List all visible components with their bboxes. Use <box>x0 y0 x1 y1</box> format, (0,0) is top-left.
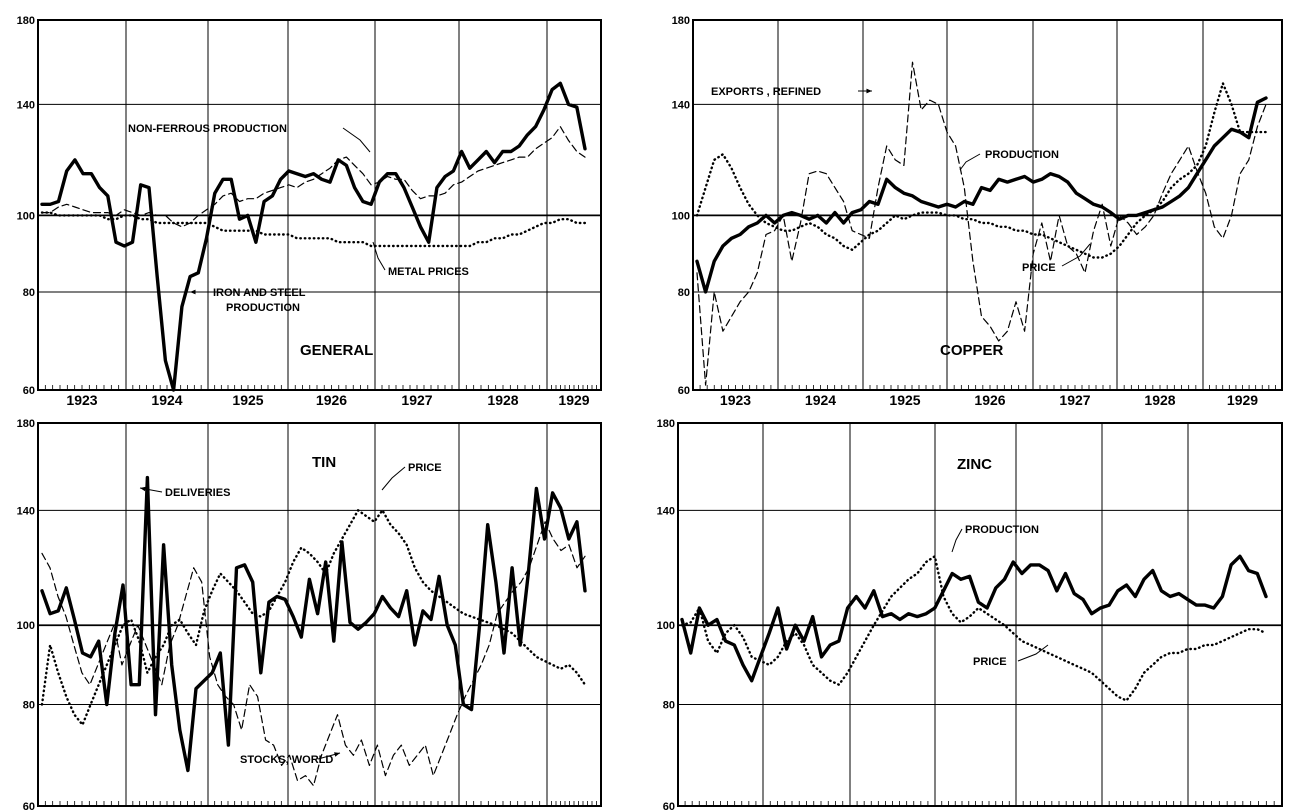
annot-iron-and-steel: IRON AND STEEL <box>213 287 306 299</box>
series-line-exports-refined <box>696 61 1267 386</box>
x-tick-label: 1923 <box>705 808 736 810</box>
annot-price: PRICE <box>1022 262 1056 274</box>
x-tick-label: 1925 <box>889 392 920 408</box>
series-line-price <box>680 555 1268 702</box>
annot-non-ferrous-production: NON-FERROUS PRODUCTION <box>128 123 287 135</box>
y-tick-label: 60 <box>23 801 35 810</box>
panel-frame <box>677 422 1283 807</box>
y-tick-label: 80 <box>663 700 675 712</box>
x-tick-label: 1928 <box>487 808 518 810</box>
y-tick-label: 140 <box>17 99 35 111</box>
x-tick-label: 1924 <box>151 392 182 408</box>
x-tick-label: 1927 <box>1043 808 1074 810</box>
y-tick-label: 180 <box>672 15 690 27</box>
annotation-leader <box>381 466 406 491</box>
chart-panel-copper: 60 80 100 140 180 1923 1924 1925 1926 1927 1928 192… <box>672 15 1283 408</box>
annotation-leader <box>951 528 963 553</box>
x-tick-label: 1929 <box>558 392 589 408</box>
annot-metal-prices: METAL PRICES <box>388 266 469 278</box>
x-tick-label: 1923 <box>66 392 97 408</box>
annotation-leader <box>342 127 371 153</box>
arrow-head <box>140 486 146 492</box>
annotation-leader <box>1017 644 1049 662</box>
series-line-production <box>695 96 1268 294</box>
annot-production: PRODUCTION <box>965 524 1039 536</box>
series-line-price <box>40 509 587 726</box>
y-tick-label: 100 <box>17 620 35 632</box>
x-tick-label: 1927 <box>1059 392 1090 408</box>
series-line-iron-and-steel-production <box>40 81 587 392</box>
annot-exports-refined: EXPORTS , REFINED <box>711 86 821 98</box>
x-tick-label: 1923 <box>66 808 97 810</box>
y-tick-label: 80 <box>23 287 35 299</box>
y-tick-label: 80 <box>678 287 690 299</box>
y-tick-label: 140 <box>17 505 35 517</box>
y-tick-label: 140 <box>672 99 690 111</box>
x-tick-label: 1929 <box>1219 808 1250 810</box>
chart-panel-zinc: 60 80 100 140 180 1923 1924 1925 1926 1927 1928 192… <box>657 418 1283 810</box>
annot-production: PRODUCTION <box>985 149 1059 161</box>
x-tick-label: 1924 <box>805 392 836 408</box>
annot-price: PRICE <box>408 462 442 474</box>
x-tick-label: 1925 <box>877 808 908 810</box>
y-tick-label: 60 <box>663 801 675 810</box>
series-line-production <box>680 554 1268 683</box>
y-tick-label: 80 <box>23 700 35 712</box>
x-tick-label: 1925 <box>232 392 263 408</box>
series-line-price <box>695 82 1268 259</box>
panel-title-copper: COPPER <box>940 342 1004 359</box>
x-tick-label: 1927 <box>401 808 432 810</box>
annot-deliveries: DELIVERIES <box>165 487 230 499</box>
x-tick-label: 1928 <box>487 392 518 408</box>
y-tick-label: 100 <box>672 210 690 222</box>
x-tick-label: 1926 <box>974 392 1005 408</box>
x-tick-label: 1929 <box>1227 392 1258 408</box>
panel-title-general: GENERAL <box>300 342 373 359</box>
x-tick-label: 1924 <box>151 808 182 810</box>
y-tick-label: 100 <box>17 210 35 222</box>
annot-price: PRICE <box>973 656 1007 668</box>
panel-frame <box>37 422 602 807</box>
y-tick-label: 60 <box>678 385 690 397</box>
series-line-metal-prices <box>40 211 587 248</box>
series-line-deliveries <box>40 475 587 773</box>
arrow-head <box>190 289 196 295</box>
x-tick-label: 1926 <box>316 808 347 810</box>
annotation-leader <box>372 241 386 271</box>
annotation-leader <box>959 153 981 171</box>
arrow-head <box>866 88 872 94</box>
y-tick-label: 60 <box>23 385 35 397</box>
y-tick-label: 140 <box>657 505 675 517</box>
x-tick-label: 1927 <box>401 392 432 408</box>
x-tick-label: 1924 <box>791 808 822 810</box>
x-tick-label: 1928 <box>1144 392 1175 408</box>
y-tick-label: 100 <box>657 620 675 632</box>
x-tick-label: 1925 <box>232 808 263 810</box>
x-tick-label: 1928 <box>1129 808 1160 810</box>
panel-title-tin: TIN <box>312 454 336 471</box>
x-tick-label: 1929 <box>558 808 589 810</box>
x-tick-label: 1923 <box>720 392 751 408</box>
x-tick-label: 1926 <box>960 808 991 810</box>
x-tick-label: 1926 <box>316 392 347 408</box>
annot-production-label: PRODUCTION <box>226 302 300 314</box>
series-line-non-ferrous-production <box>41 125 586 228</box>
arrow-head <box>334 752 340 757</box>
chart-panel-general: 60 80 100 140 180 1923 1924 1925 1926 1927 1928 192… <box>17 15 602 408</box>
annotation-leader <box>1061 243 1091 267</box>
chart-panel-tin: 60 80 100 140 180 1923 1924 1925 1926 1927 1928 192… <box>17 418 602 810</box>
panel-title-zinc: ZINC <box>957 456 992 473</box>
annot-stocks-world: STOCKS, WORLD <box>240 754 333 766</box>
panel-frame <box>37 19 602 391</box>
y-tick-label: 180 <box>657 418 675 430</box>
panel-frame <box>692 19 1283 391</box>
y-tick-label: 180 <box>17 15 35 27</box>
y-tick-label: 180 <box>17 418 35 430</box>
